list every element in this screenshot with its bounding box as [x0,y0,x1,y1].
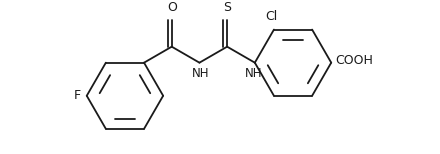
Text: F: F [73,89,81,102]
Text: S: S [223,1,231,14]
Text: COOH: COOH [336,54,374,67]
Text: O: O [167,1,177,14]
Text: NH: NH [245,67,263,80]
Text: Cl: Cl [265,10,277,23]
Text: NH: NH [191,67,209,80]
